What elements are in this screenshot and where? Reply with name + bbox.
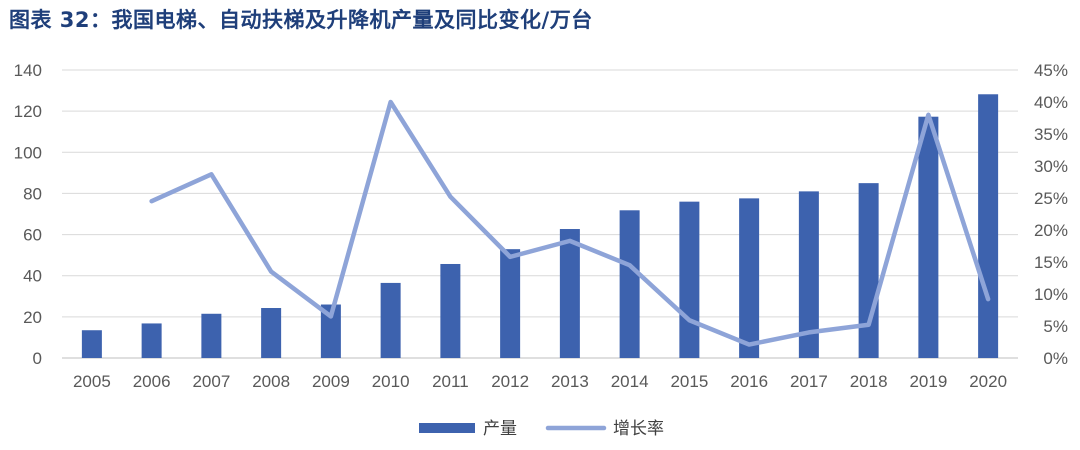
left-tick-label: 100 — [14, 143, 42, 162]
bar-2014 — [619, 210, 640, 358]
bar-2018 — [858, 183, 879, 358]
bar-2016 — [739, 198, 760, 358]
x-tick-label: 2011 — [432, 372, 469, 391]
x-tick-label: 2005 — [73, 372, 111, 391]
right-tick-label: 25% — [1034, 189, 1068, 208]
bar-2012 — [500, 249, 521, 358]
left-tick-label: 140 — [14, 61, 42, 80]
x-tick-label: 2012 — [491, 372, 529, 391]
bar-2008 — [261, 308, 282, 358]
right-tick-label: 45% — [1034, 61, 1068, 80]
x-tick-label: 2018 — [850, 372, 888, 391]
x-tick-label: 2017 — [790, 372, 828, 391]
bar-2015 — [679, 201, 700, 358]
x-tick-label: 2010 — [372, 372, 410, 391]
bar-2011 — [440, 263, 461, 358]
right-tick-label: 20% — [1034, 221, 1068, 240]
legend: 产量 增长率 — [419, 419, 664, 439]
legend-label-growth: 增长率 — [613, 419, 664, 439]
bar-2005 — [81, 330, 102, 358]
bar-2009 — [320, 304, 341, 358]
right-tick-label: 35% — [1034, 125, 1068, 144]
x-tick-label: 2016 — [730, 372, 768, 391]
line-series — [149, 99, 991, 347]
bar-2019 — [918, 116, 939, 358]
legend-bar-swatch — [419, 423, 475, 433]
x-tick-label: 2006 — [133, 372, 171, 391]
right-tick-label: 15% — [1034, 253, 1068, 272]
right-tick-label: 30% — [1034, 157, 1068, 176]
x-tick-label: 2019 — [909, 372, 947, 391]
x-tick-label: 2013 — [551, 372, 589, 391]
left-axis: 0 20 40 60 80 100 120 140 — [14, 61, 42, 368]
right-tick-label: 10% — [1034, 285, 1068, 304]
x-tick-label: 2008 — [252, 372, 290, 391]
right-tick-label: 40% — [1034, 93, 1068, 112]
left-tick-label: 40 — [23, 267, 42, 286]
x-axis: 2005 2006 2007 2008 2009 2010 2011 2012 2013 2014… — [73, 372, 1007, 391]
right-axis: 0% 5% 10% 15% 20% 25% 30% 35% 40% 45% — [1034, 61, 1068, 368]
x-tick-label: 2014 — [611, 372, 649, 391]
left-tick-label: 20 — [23, 308, 42, 327]
bar-2017 — [798, 191, 819, 358]
legend-label-output: 产量 — [483, 419, 517, 439]
x-tick-label: 2020 — [969, 372, 1007, 391]
bar-2013 — [559, 229, 580, 358]
bar-2010 — [380, 282, 401, 358]
x-tick-label: 2015 — [670, 372, 708, 391]
left-tick-label: 80 — [23, 184, 42, 203]
bar-2020 — [978, 94, 999, 358]
bar-2007 — [201, 313, 222, 358]
left-tick-label: 60 — [23, 226, 42, 245]
bar-series — [81, 94, 999, 358]
x-tick-label: 2007 — [192, 372, 230, 391]
chart-title: 图表 32：我国电梯、自动扶梯及升降机产量及同比变化/万台 — [9, 8, 593, 32]
left-tick-label: 120 — [14, 102, 42, 121]
x-tick-label: 2009 — [312, 372, 350, 391]
left-tick-label: 0 — [33, 349, 42, 368]
right-tick-label: 5% — [1043, 317, 1068, 336]
right-tick-label: 0% — [1043, 349, 1068, 368]
bar-2006 — [141, 323, 162, 358]
